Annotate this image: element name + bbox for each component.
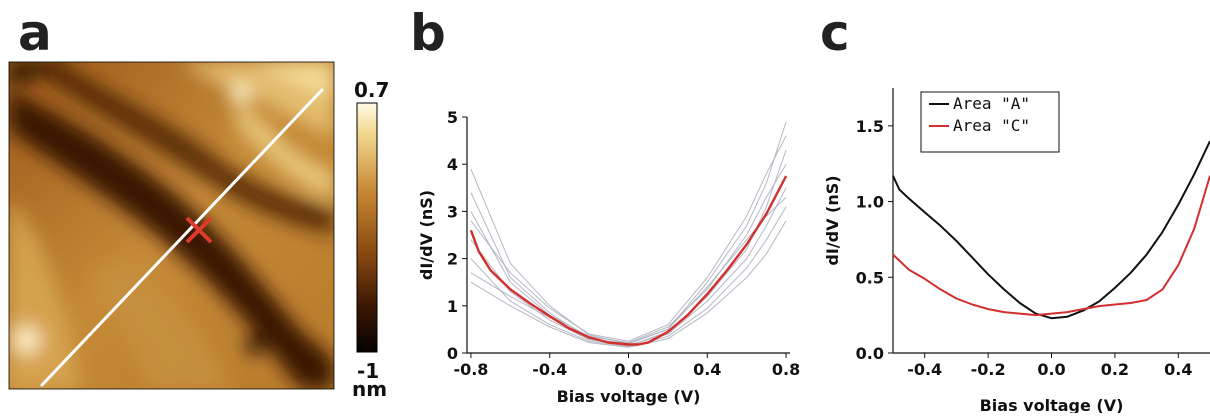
x-tick-label: 0.4 (693, 360, 721, 379)
colorbar-max-label: 0.7 (354, 78, 389, 102)
y-axis-label: dI/dV (nS) (823, 175, 842, 265)
series-line-1 (892, 175, 1210, 317)
colorbar-unit-label: nm (352, 377, 387, 401)
y-tick-label: 2 (447, 250, 458, 269)
topography-frame (8, 61, 335, 390)
x-tick-label: 0.8 (772, 360, 800, 379)
y-tick-label: 0.0 (856, 344, 884, 363)
colorbar (356, 102, 378, 353)
panel-letter-c: c (820, 4, 850, 62)
y-tick-label: 0.5 (856, 268, 884, 287)
x-axis-label: Bias voltage (V) (980, 396, 1124, 413)
x-tick-label: 0.2 (1101, 360, 1129, 379)
y-tick-label: 1 (447, 297, 458, 316)
topography-panel: 0.7 -1 nm (8, 61, 389, 401)
legend-entry: Area "C" (953, 116, 1030, 135)
spectrum-line (470, 196, 787, 345)
y-tick-label: 1.0 (856, 193, 884, 212)
colorbar-min-label: -1 (357, 359, 379, 383)
x-tick-label: -0.8 (453, 360, 488, 379)
x-axis-label: Bias voltage (V) (557, 387, 701, 406)
series-line-0 (892, 140, 1210, 320)
y-tick-label: 1.5 (856, 117, 884, 136)
y-tick-label: 5 (447, 108, 458, 127)
spectroscopy-point-marker (185, 216, 213, 244)
x-tick-label: -0.2 (971, 360, 1006, 379)
legend-entry: Area "A" (953, 94, 1030, 113)
spectrum-line (470, 187, 787, 346)
y-axis-label: dI/dV (nS) (417, 190, 436, 280)
x-tick-label: -0.4 (532, 360, 567, 379)
spectrum-line (470, 149, 787, 347)
spectrum-line (470, 135, 787, 342)
legend-box (920, 91, 1060, 153)
panel-letter-a: a (18, 4, 52, 62)
x-tick-label: 0.4 (1164, 360, 1192, 379)
spectra-chart: -0.8 -0.4 0.0 0.4 0.8 0 1 2 3 4 5 Bias voltage (V) d… (417, 108, 800, 406)
spectrum-line (470, 163, 787, 344)
panel-letter-b: b (410, 4, 446, 62)
x-tick-label: -0.4 (907, 360, 942, 379)
y-tick-label: 3 (447, 202, 458, 221)
area-comparison-chart: -0.4 -0.2 0.0 0.2 0.4 0.0 0.5 1.0 1.5 Bias voltag… (823, 88, 1210, 415)
x-tick-label: 0.0 (1037, 360, 1065, 379)
x-tick-label: 0.0 (614, 360, 642, 379)
topography-image (9, 62, 334, 389)
y-tick-label: 4 (447, 155, 458, 174)
line-profile-path (40, 88, 324, 387)
y-tick-label: 0 (447, 344, 458, 363)
mean-spectrum-line (469, 175, 788, 346)
